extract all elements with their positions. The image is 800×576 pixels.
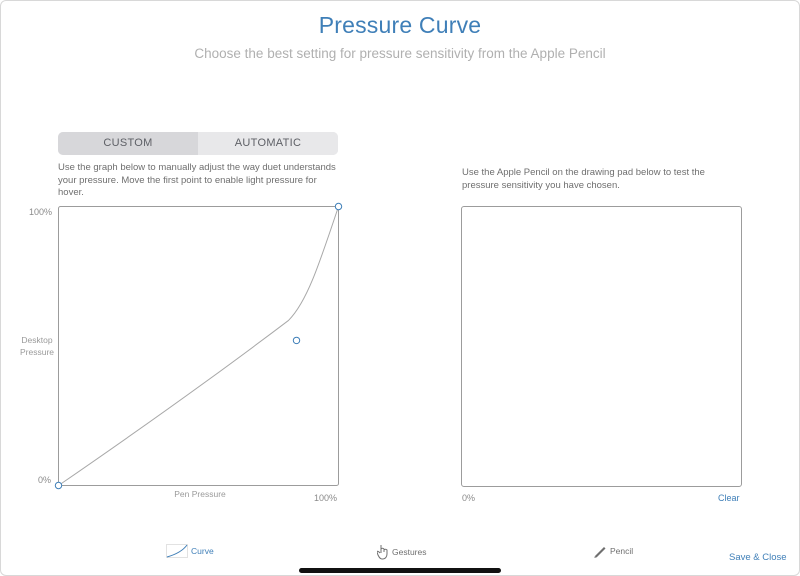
tab-gestures[interactable]: Gestures [377,544,427,560]
drawing-pad-origin-label: 0% [462,493,476,503]
home-indicator [299,568,501,573]
bottom-tab-bar: Curve Gestures Pencil [0,540,800,570]
save-and-close-button[interactable]: Save & Close [729,552,787,563]
drawing-pad[interactable] [461,206,742,487]
curve-instructions: Use the graph below to manually adjust t… [58,162,336,198]
tab-pencil-label: Pencil [610,546,634,556]
hand-pointer-icon [377,545,388,560]
test-instructions: Use the Apple Pencil on the drawing pad … [462,167,705,191]
pencil-icon [594,547,606,558]
y-axis-title: Desktop Pressure [19,335,54,357]
graph-frame [58,206,339,486]
curve-control-handle[interactable] [292,336,301,345]
segment-custom[interactable]: CUSTOM [58,132,198,155]
pressure-curve-line [58,206,339,486]
segment-automatic[interactable]: AUTOMATIC [198,132,338,155]
tab-curve[interactable]: Curve [166,544,214,558]
x-axis-max-label: 100% [314,493,338,503]
page-title: Pressure Curve [318,12,482,38]
page-subtitle: Choose the best setting for pressure sen… [194,46,606,61]
y-axis-min-label: 0% [38,475,52,485]
clear-button[interactable]: Clear [718,493,740,503]
curve-icon [166,544,188,558]
y-axis-max-label: 100% [29,207,53,217]
curve-end-handle[interactable] [334,202,343,211]
tab-pencil[interactable]: Pencil [593,544,633,558]
mode-segmented-control[interactable]: CUSTOM AUTOMATIC [58,132,338,155]
x-axis-title: Pen Pressure [174,489,226,499]
curve-start-handle[interactable] [54,481,63,490]
tab-gestures-label: Gestures [392,547,427,557]
tab-curve-label: Curve [191,546,214,556]
